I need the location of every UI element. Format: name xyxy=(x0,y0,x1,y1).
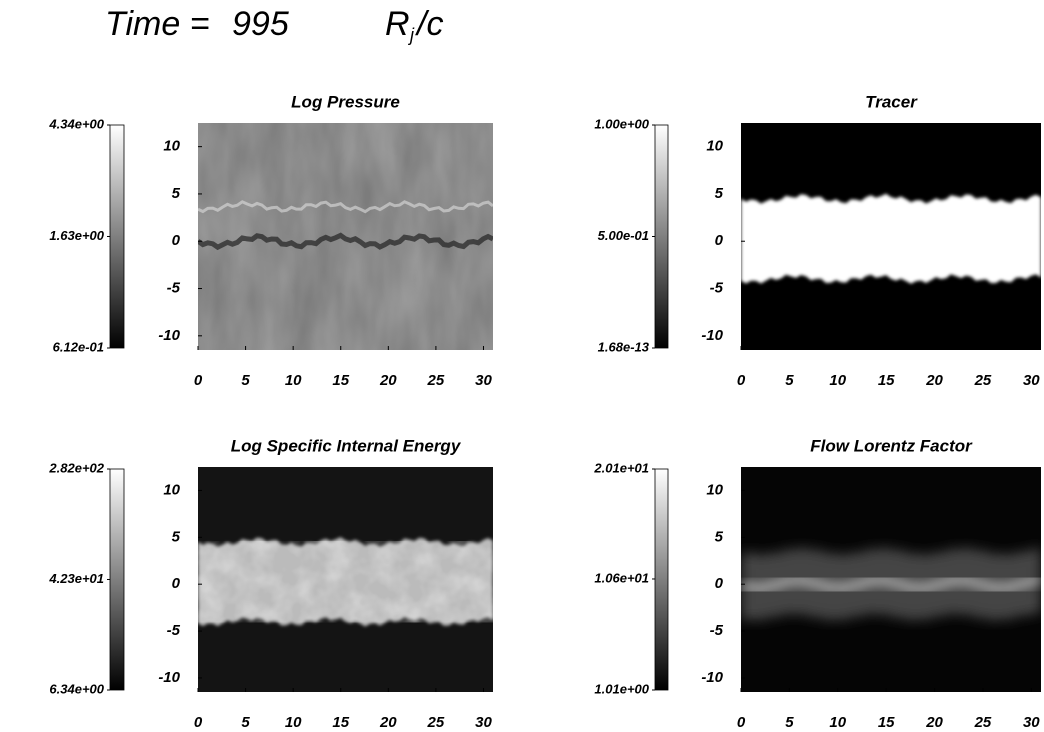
x-tick-label: 20 xyxy=(379,714,397,731)
panel: Log Pressure 0 5 10 15 20 25 30 -10 -5 0 5 10 4.34e+0… xyxy=(48,92,493,389)
x-tick-label: 15 xyxy=(332,372,349,389)
colorbar-label: 6.34e+00 xyxy=(49,681,104,696)
heatmap-image xyxy=(198,123,493,350)
colorbar-label: 4.34e+00 xyxy=(48,116,104,131)
colorbar-label: 1.01e+00 xyxy=(594,681,649,696)
colorbar-label: 2.01e+01 xyxy=(593,460,649,475)
colorbar xyxy=(654,124,669,349)
y-tick-label: 0 xyxy=(172,232,181,249)
colorbar xyxy=(654,468,669,691)
x-tick-label: 15 xyxy=(332,714,349,731)
y-tick-label: 5 xyxy=(715,185,724,202)
y-tick-label: -5 xyxy=(167,279,181,296)
x-tick-label: 10 xyxy=(829,714,846,731)
y-tick-label: 5 xyxy=(715,528,724,545)
y-tick-label: 0 xyxy=(715,575,724,592)
y-tick-label: -5 xyxy=(167,622,181,639)
x-tick-label: 0 xyxy=(194,372,203,389)
title-unit-tail: /c xyxy=(415,5,443,43)
y-tick-label: -10 xyxy=(701,669,723,686)
title-unit: R xyxy=(385,5,410,43)
x-tick-label: 0 xyxy=(194,714,203,731)
x-tick-label: 20 xyxy=(379,372,397,389)
x-tick-label: 0 xyxy=(737,372,746,389)
x-tick-label: 0 xyxy=(737,714,746,731)
y-tick-label: -10 xyxy=(158,327,180,344)
shear-layer xyxy=(198,232,493,251)
x-tick-label: 30 xyxy=(1023,714,1040,731)
colorbar-label: 2.82e+02 xyxy=(48,460,104,475)
title-unit-sub: j xyxy=(407,25,415,45)
colorbar-label: 4.23e+01 xyxy=(48,571,104,586)
x-tick-label: 25 xyxy=(974,714,992,731)
jet-core xyxy=(741,575,1041,594)
y-tick-label: -5 xyxy=(710,279,724,296)
y-tick-label: -10 xyxy=(158,669,180,686)
panel: Flow Lorentz Factor 0 5 10 15 20 25 30 -10 -5 0 5 10… xyxy=(593,436,1041,731)
main-title: Time = 995 R j /c xyxy=(105,5,443,45)
y-tick-label: 0 xyxy=(172,575,181,592)
y-tick-label: 10 xyxy=(706,481,723,498)
x-tick-label: 30 xyxy=(475,372,492,389)
colorbar xyxy=(109,124,125,349)
panel-title: Log Specific Internal Energy xyxy=(231,436,462,455)
x-tick-label: 5 xyxy=(241,714,250,731)
x-tick-label: 10 xyxy=(285,714,302,731)
colorbar-label: 1.06e+01 xyxy=(594,570,649,585)
y-tick-label: 0 xyxy=(715,232,724,249)
x-tick-label: 25 xyxy=(427,714,445,731)
heatmap-image xyxy=(741,467,1041,692)
x-tick-label: 5 xyxy=(241,372,250,389)
title-prefix: Time = xyxy=(105,5,210,43)
colorbar-label: 6.12e-01 xyxy=(53,339,104,354)
x-tick-label: 15 xyxy=(878,372,895,389)
y-tick-label: 10 xyxy=(163,481,180,498)
colorbar-label: 5.00e-01 xyxy=(598,228,649,243)
colorbar-label: 1.63e+00 xyxy=(49,228,104,243)
colorbar-label: 1.68e-13 xyxy=(598,339,650,354)
y-tick-label: 10 xyxy=(163,138,180,155)
x-tick-label: 5 xyxy=(785,714,794,731)
x-tick-label: 25 xyxy=(974,372,992,389)
texture xyxy=(198,541,493,623)
colorbar-label: 1.00e+00 xyxy=(594,116,649,131)
y-tick-label: 5 xyxy=(172,185,181,202)
colorbar xyxy=(109,468,125,691)
heatmap-image xyxy=(741,123,1041,350)
title-time: 995 xyxy=(232,5,289,43)
panel: Tracer 0 5 10 15 20 25 30 -10 -5 0 5 10 1.00e+00 5.00e… xyxy=(594,92,1041,389)
jet xyxy=(741,193,1041,284)
panel-title: Flow Lorentz Factor xyxy=(810,436,973,455)
panel-title: Log Pressure xyxy=(291,92,400,111)
x-tick-label: 25 xyxy=(427,372,445,389)
panel: Log Specific Internal Energy 0 5 10 15 20 25 30… xyxy=(48,436,493,731)
x-tick-label: 10 xyxy=(285,372,302,389)
x-tick-label: 5 xyxy=(785,372,794,389)
y-tick-label: -5 xyxy=(710,622,724,639)
x-tick-label: 10 xyxy=(829,372,846,389)
y-tick-label: 10 xyxy=(706,138,723,155)
panel-title: Tracer xyxy=(865,92,918,111)
x-tick-label: 20 xyxy=(925,714,943,731)
y-tick-label: 5 xyxy=(172,528,181,545)
y-tick-label: -10 xyxy=(701,327,723,344)
shear-layer xyxy=(198,200,493,214)
heatmap-image xyxy=(198,467,493,692)
x-tick-label: 15 xyxy=(878,714,895,731)
x-tick-label: 20 xyxy=(925,372,943,389)
x-tick-label: 30 xyxy=(1023,372,1040,389)
x-tick-label: 30 xyxy=(475,714,492,731)
